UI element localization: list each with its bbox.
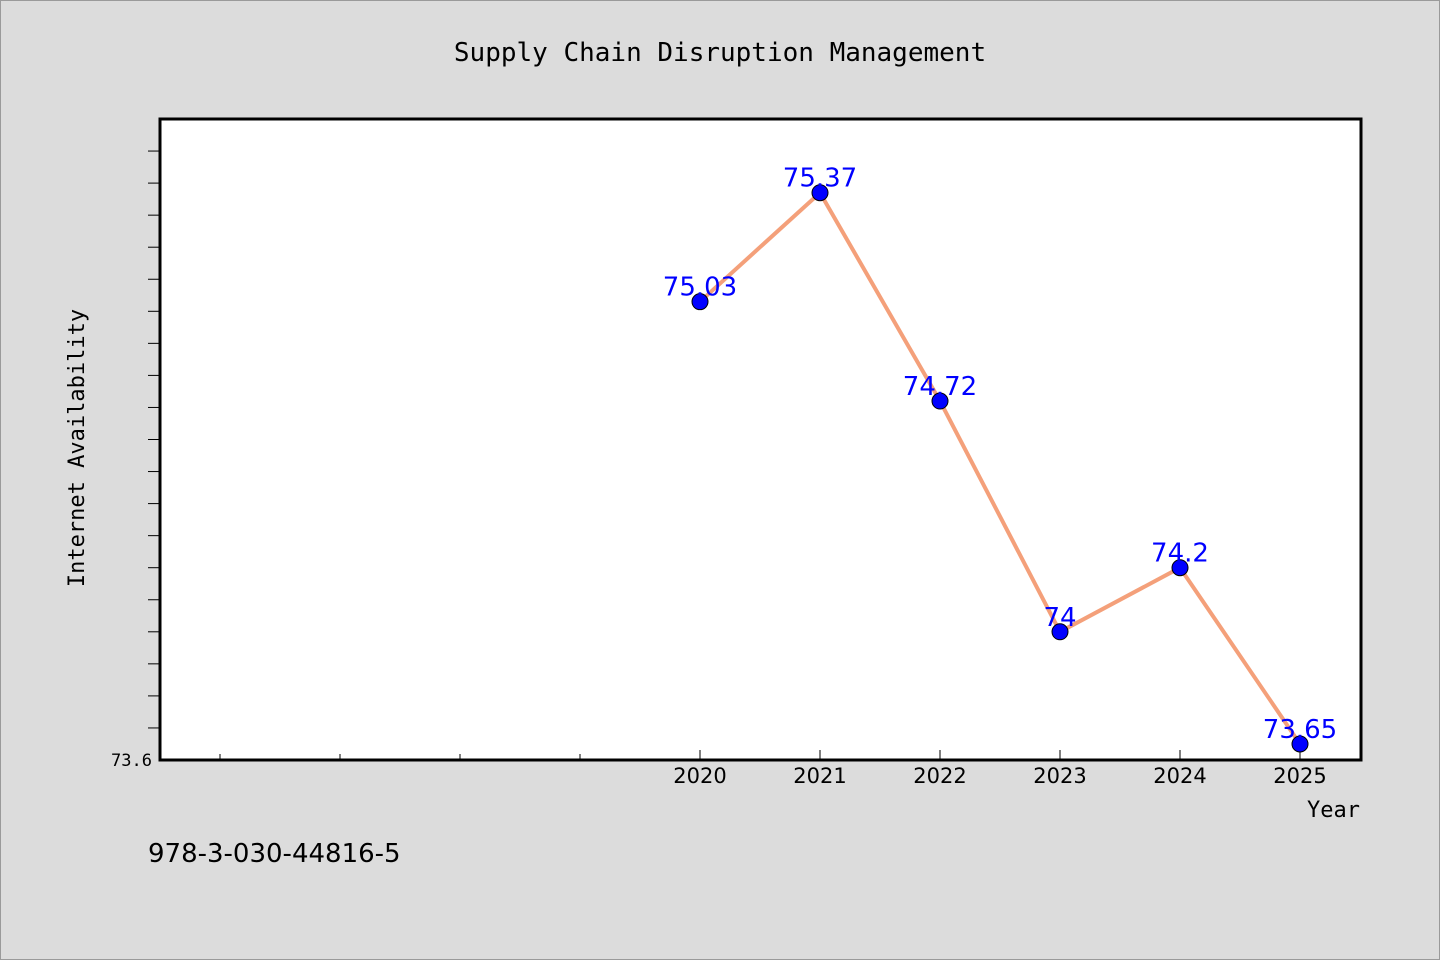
data-value-label: 74: [1043, 603, 1076, 633]
data-point-marker: [1171, 559, 1189, 577]
x-tick-label: 2022: [913, 764, 966, 788]
data-value-label: 74.72: [903, 372, 977, 402]
x-axis-ticks: 2020 2021 2022 2023 2024 2025: [219, 750, 1327, 788]
y-tick-label: 73.6: [111, 751, 152, 771]
x-tick-label: 2024: [1153, 764, 1206, 788]
plot-area: [158, 117, 1363, 762]
x-axis-label: Year: [1307, 798, 1360, 823]
series-layer: 75.03 75.37 74.72 74 74.2 73.65: [663, 164, 1337, 753]
x-tick-label: 2021: [793, 764, 846, 788]
x-tick-label: 2023: [1033, 764, 1086, 788]
x-tick-label: 2025: [1273, 764, 1326, 788]
chart-title: Supply Chain Disruption Management: [454, 38, 986, 68]
data-value-label: 75.37: [783, 164, 857, 194]
footer-isbn-text: 978-3-030-44816-5: [148, 839, 401, 869]
data-point-marker: [931, 392, 949, 410]
data-value-label: 75.03: [663, 273, 737, 303]
y-axis-ticks: 73.6: [111, 150, 160, 771]
data-point-marker: [811, 184, 829, 202]
data-value-label: 74.2: [1151, 539, 1209, 569]
x-tick-label: 2020: [673, 764, 726, 788]
data-point-marker: [691, 293, 709, 311]
y-axis-label: Internet Availability: [65, 309, 90, 587]
data-point-marker: [1291, 735, 1309, 753]
data-value-label: 73.65: [1263, 715, 1337, 745]
series-line: [698, 190, 1302, 746]
data-point-marker: [1051, 623, 1069, 641]
